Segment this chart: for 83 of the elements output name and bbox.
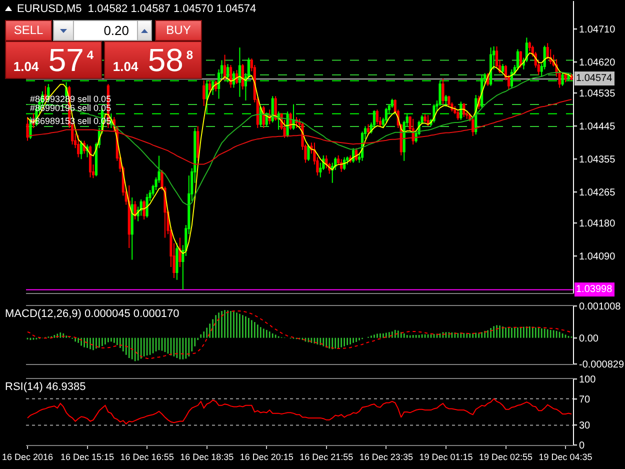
y-tick-label: 1.04535 — [579, 88, 616, 100]
candlestick — [292, 104, 295, 130]
candlestick — [271, 96, 274, 123]
candlestick — [178, 237, 182, 268]
annotation: 1.04 58$^{8}$ — [112, 42, 194, 78]
candlestick — [229, 64, 232, 88]
candlestick — [424, 114, 426, 123]
candlestick — [561, 72, 564, 86]
y-tick-label: 0.001008 — [579, 302, 622, 312]
candlestick — [519, 50, 522, 68]
x-tick-label: 19 Dec 04:35 — [538, 452, 592, 462]
candlestick — [77, 134, 80, 158]
y-tick-label: 1.04620 — [579, 58, 616, 69]
chart-title: MACD(12,26,9) 0.000045 0.000170 — [5, 308, 180, 320]
candlestick — [29, 116, 32, 140]
candlestick — [501, 63, 504, 74]
candlestick — [202, 80, 206, 107]
y-tick-label: 0 — [579, 440, 585, 452]
candlestick — [343, 156, 346, 171]
x-tick-label: 16 Dec 16:55 — [120, 452, 174, 462]
candlestick — [376, 109, 378, 125]
candlestick — [564, 72, 567, 83]
candlestick — [444, 94, 448, 108]
y-tick-label: 1.04090 — [579, 252, 616, 263]
candlestick — [238, 46, 241, 98]
y-tick-label: 100 — [579, 374, 596, 386]
candlestick — [340, 158, 343, 172]
line-series — [26, 72, 572, 206]
candlestick — [176, 242, 178, 280]
y-tick-label: 1.04355 — [579, 154, 616, 166]
buy-button: BUY — [155, 20, 202, 41]
candlestick — [26, 116, 29, 142]
sell-button: SELL — [5, 20, 52, 41]
candlestick — [88, 145, 92, 178]
x-tick-label: 19 Dec 02:55 — [478, 452, 533, 462]
candlestick — [142, 200, 146, 220]
y-tick-label: 1.04445 — [579, 122, 616, 133]
annotation: 1.04 57$^{4}$ — [13, 42, 94, 78]
ref-line-label: 1.04574 — [576, 73, 613, 84]
candlestick — [442, 78, 444, 105]
buy-price-box: 1.04 58$^{8}$ — [104, 41, 202, 79]
candlestick — [472, 117, 474, 137]
lot-field: 0.20 — [53, 20, 152, 41]
candlestick — [128, 184, 130, 248]
candlestick — [490, 46, 492, 86]
x-tick-label: 16 Dec 23:35 — [359, 452, 413, 462]
sell-price-box: 1.04 57$^{4}$ — [5, 41, 102, 79]
x-tick-label: 16 Dec 21:55 — [300, 452, 354, 462]
candlestick — [546, 42, 549, 60]
candlestick — [516, 48, 519, 71]
y-tick-label: -0.000829 — [579, 360, 624, 370]
candlestick — [208, 80, 212, 94]
ref-line-label: 1.03998 — [576, 284, 613, 295]
y-tick-label: 0.00 — [579, 333, 599, 344]
candlestick — [134, 200, 136, 220]
candlestick — [274, 96, 277, 122]
candlestick — [196, 126, 200, 162]
y-tick-label: 1.04180 — [579, 218, 616, 230]
y-tick-label: 70 — [579, 394, 591, 406]
candlestick — [262, 106, 265, 128]
annotation: 0.20 — [104, 22, 129, 40]
x-tick-label: 16 Dec 18:35 — [180, 452, 234, 462]
chart-title: EURUSD,M5 1.04582 1.04587 1.04570 1.04574 — [17, 3, 256, 15]
candlestick — [241, 63, 244, 90]
candlestick — [235, 70, 238, 85]
candlestick — [456, 109, 460, 120]
candlestick — [130, 197, 134, 260]
x-tick-label: 16 Dec 2016 — [2, 452, 54, 462]
chart-title: RSI(14) 46.9385 — [5, 381, 86, 393]
candlestick — [366, 124, 370, 136]
y-tick-label: 30 — [579, 420, 591, 432]
candlestick — [307, 144, 310, 162]
x-tick-label: 16 Dec 15:15 — [60, 452, 114, 462]
candlestick — [80, 140, 83, 160]
candlestick — [223, 54, 226, 81]
line-series — [26, 398, 572, 424]
candlestick — [146, 193, 148, 218]
x-tick-label: 19 Dec 01:15 — [419, 452, 473, 462]
candlestick — [426, 114, 430, 127]
y-tick-label: 1.04265 — [579, 188, 616, 199]
x-tick-label: 16 Dec 20:15 — [240, 452, 294, 462]
candlestick — [462, 102, 466, 118]
y-tick-label: 1.04710 — [579, 24, 616, 36]
